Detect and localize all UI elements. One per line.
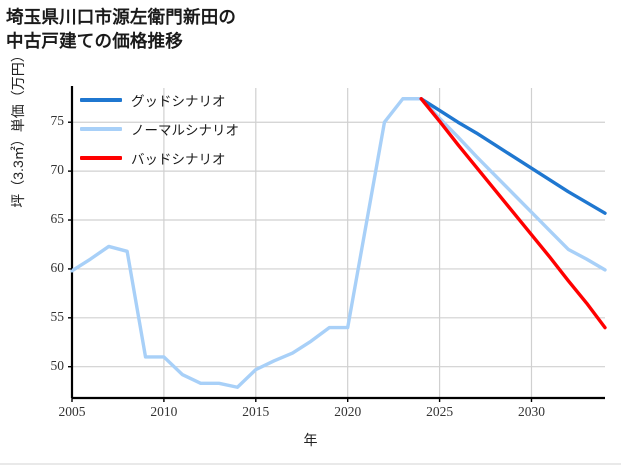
series-line-good — [419, 97, 607, 215]
x-tick-label: 2030 — [517, 404, 545, 419]
y-tick-label: 75 — [50, 113, 65, 129]
page-title-line-2: 中古戸建ての価格推移 — [6, 30, 183, 51]
legend-label-normal: ノーマルシナリオ — [131, 123, 239, 138]
x-tick-label: 2015 — [242, 404, 270, 419]
legend-label-good: グッドシナリオ — [131, 94, 226, 109]
legend-item-bad[interactable]: バッドシナリオ — [80, 148, 239, 168]
legend-swatch-normal — [80, 127, 122, 131]
x-tick-label: 2010 — [150, 404, 178, 419]
page-title: 埼玉県川口市源左衛門新田の 中古戸建ての価格推移 — [6, 6, 406, 53]
y-tick-label: 65 — [50, 211, 65, 227]
page-title-line-1: 埼玉県川口市源左衛門新田の — [6, 7, 237, 27]
legend-item-good[interactable]: グッドシナリオ — [80, 90, 239, 110]
y-tick-label: 70 — [50, 162, 65, 178]
y-tick-label: 55 — [50, 308, 65, 324]
x-tick-label: 2025 — [426, 404, 454, 419]
y-tick-label: 50 — [50, 357, 65, 373]
x-tick-label: 2005 — [58, 404, 86, 419]
legend-label-bad: バッドシナリオ — [131, 152, 226, 167]
legend-swatch-good — [80, 98, 122, 102]
y-tick-label: 60 — [50, 259, 65, 275]
bottom-divider — [0, 463, 621, 465]
series-line-normal — [70, 97, 607, 389]
x-tick-label: 2020 — [334, 404, 362, 419]
legend: グッドシナリオ ノーマルシナリオ バッドシナリオ — [80, 90, 239, 168]
series-line-bad — [419, 97, 607, 330]
legend-swatch-bad — [80, 156, 122, 160]
y-axis-label: 坪（3.3㎡）単価（万円） — [10, 48, 26, 208]
x-axis-label: 年 — [303, 432, 318, 448]
legend-item-normal[interactable]: ノーマルシナリオ — [80, 119, 239, 139]
